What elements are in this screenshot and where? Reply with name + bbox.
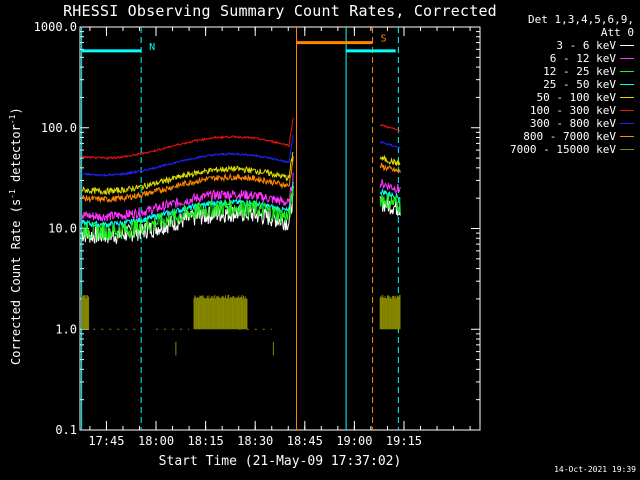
y-tick-label: 10.0: [48, 222, 77, 236]
legend-entry: 100 - 300 keV: [474, 104, 634, 117]
series-line-2: [379, 193, 401, 214]
legend-swatch: [620, 71, 634, 72]
legend-label: 100 - 300 keV: [529, 104, 616, 117]
series-line-1: [379, 179, 401, 194]
y-tick-label: 1.0: [55, 322, 77, 336]
series-line-5: [380, 123, 401, 132]
y-tick-label: 0.1: [55, 423, 77, 437]
legend-swatch: [620, 45, 634, 46]
series-line-0: [379, 195, 401, 217]
legend-entry: 7000 - 15000 keV: [474, 143, 634, 156]
legend-entry: 12 - 25 keV: [474, 65, 634, 78]
flag-label: N: [149, 42, 155, 53]
series-line-5: [81, 117, 294, 160]
x-tick-label: 18:45: [287, 434, 323, 448]
legend-entry: 25 - 50 keV: [474, 78, 634, 91]
legend-label: 800 - 7000 keV: [523, 130, 616, 143]
plot-frame: [79, 26, 481, 431]
x-tick-label: 17:45: [88, 434, 124, 448]
legend-entry: 800 - 7000 keV: [474, 130, 634, 143]
legend-swatch: [620, 123, 634, 124]
legend-label: 6 - 12 keV: [549, 52, 616, 65]
series-line-7: [81, 156, 294, 204]
legend-label: 300 - 800 keV: [529, 117, 616, 130]
series-line-3: [81, 181, 294, 229]
legend-entry: 50 - 100 keV: [474, 91, 634, 104]
legend-label: 7000 - 15000 keV: [510, 143, 616, 156]
legend-swatch: [620, 136, 634, 137]
flag-label: S: [381, 34, 387, 45]
legend-swatch: [620, 97, 634, 98]
y-tick-label: 1000.0: [34, 20, 77, 34]
series-line-1: [81, 172, 294, 222]
y-axis-label: Corrected Count Rate (s-1 detector-1): [8, 107, 23, 365]
legend-swatch: [620, 84, 634, 85]
x-tick-label: 18:15: [188, 434, 224, 448]
legend: Det 1,3,4,5,6,9, Att 0 3 - 6 keV 6 - 12 k…: [474, 13, 634, 156]
timestamp: 14-Oct-2021 19:39: [554, 465, 636, 474]
legend-swatch: [620, 110, 634, 111]
legend-entry: 3 - 6 keV: [474, 39, 634, 52]
legend-header-detectors: Det 1,3,4,5,6,9,: [528, 13, 634, 26]
legend-label: 50 - 100 keV: [536, 91, 616, 104]
legend-label: 12 - 25 keV: [543, 65, 616, 78]
series-line-6: [379, 140, 401, 150]
series-line-4: [81, 151, 294, 196]
legend-label: 25 - 50 keV: [543, 78, 616, 91]
series-line-7: [379, 162, 401, 174]
y-tick-label: 100.0: [41, 121, 77, 135]
series-line-3: [379, 188, 401, 200]
legend-label: 3 - 6 keV: [556, 39, 616, 52]
series-line-2: [81, 188, 294, 242]
legend-header-attenuator: Att 0: [600, 26, 634, 39]
x-tick-label: 19:15: [386, 434, 422, 448]
legend-entry: 6 - 12 keV: [474, 52, 634, 65]
x-tick-label: 18:00: [138, 434, 174, 448]
chart-title: RHESSI Observing Summary Count Rates, Co…: [63, 2, 497, 20]
legend-swatch: [620, 58, 634, 59]
x-tick-label: 19:00: [336, 434, 372, 448]
x-tick-label: 18:30: [237, 434, 273, 448]
series-line-6: [81, 134, 294, 177]
legend-swatch: [620, 149, 634, 150]
series-line-4: [379, 154, 401, 166]
x-axis-label: Start Time (21-May-09 17:37:02): [158, 454, 402, 469]
legend-entry: 300 - 800 keV: [474, 117, 634, 130]
